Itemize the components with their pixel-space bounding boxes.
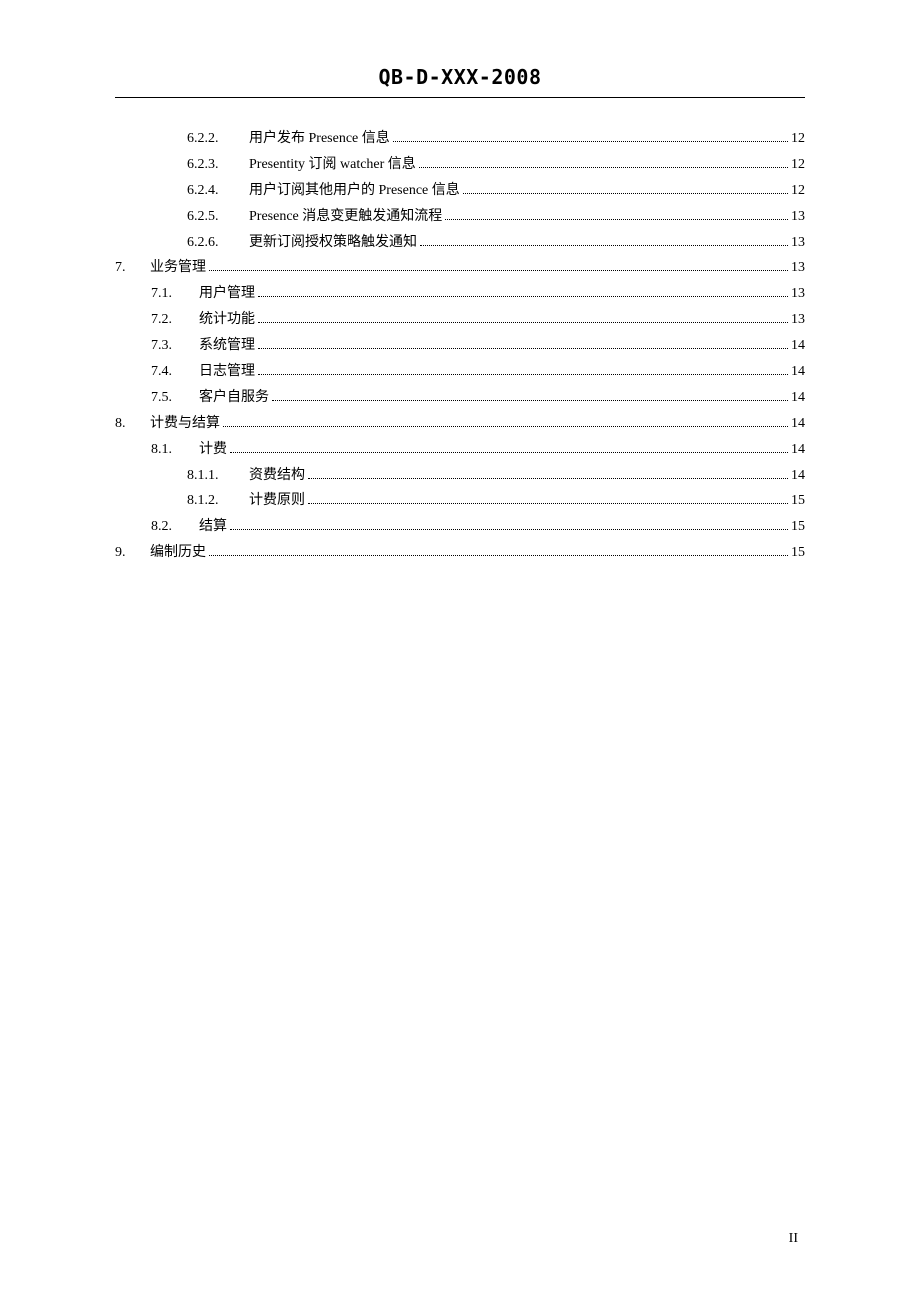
toc-entry-page: 15 — [791, 514, 805, 540]
toc-entry: 8.2.结算 15 — [115, 514, 805, 540]
toc-entry-number: 8.2. — [151, 514, 199, 540]
toc-entry-number: 7. — [115, 255, 150, 281]
toc-entry: 6.2.5.Presence 消息变更触发通知流程 13 — [115, 204, 805, 230]
toc-entry-page: 12 — [791, 178, 805, 204]
toc-entry-number: 6.2.2. — [187, 126, 249, 152]
toc-entry: 6.2.3.Presentity 订阅 watcher 信息 12 — [115, 152, 805, 178]
toc-entry-number: 6.2.5. — [187, 204, 249, 230]
toc-entry: 8.1.2.计费原则 15 — [115, 488, 805, 514]
toc-entry-text: 统计功能 — [199, 307, 255, 333]
toc-entry-number: 9. — [115, 540, 150, 566]
toc-leader-dots — [463, 193, 788, 194]
toc-leader-dots — [230, 452, 788, 453]
toc-entry: 6.2.6.更新订阅授权策略触发通知 13 — [115, 230, 805, 256]
toc-entry-text: 资费结构 — [249, 463, 305, 489]
toc-leader-dots — [272, 400, 788, 401]
toc-entry-text: 计费 — [199, 437, 227, 463]
toc-leader-dots — [258, 296, 788, 297]
toc-entry: 7.3.系统管理 14 — [115, 333, 805, 359]
toc-entry-number: 7.1. — [151, 281, 199, 307]
toc-leader-dots — [230, 529, 788, 530]
toc-entry: 8.1.1.资费结构 14 — [115, 463, 805, 489]
toc-entry-number: 6.2.6. — [187, 230, 249, 256]
toc-entry-page: 15 — [791, 488, 805, 514]
toc-entry-text: 用户订阅其他用户的 Presence 信息 — [249, 178, 460, 204]
toc-entry-page: 13 — [791, 255, 805, 281]
toc-entry-number: 7.4. — [151, 359, 199, 385]
toc-leader-dots — [209, 270, 788, 271]
toc-entry-page: 13 — [791, 307, 805, 333]
toc-entry-page: 14 — [791, 385, 805, 411]
toc-entry-page: 13 — [791, 230, 805, 256]
toc-entry-text: 业务管理 — [150, 255, 206, 281]
page-number: II — [789, 1231, 798, 1247]
toc-entry-text: 计费原则 — [249, 488, 305, 514]
toc-leader-dots — [420, 245, 788, 246]
toc-entry: 7.2.统计功能 13 — [115, 307, 805, 333]
toc-leader-dots — [308, 503, 788, 504]
toc-entry-number: 8.1.2. — [187, 488, 249, 514]
toc-entry-number: 7.5. — [151, 385, 199, 411]
toc-entry-text: 用户管理 — [199, 281, 255, 307]
toc-entry-page: 14 — [791, 437, 805, 463]
toc-entry-page: 13 — [791, 281, 805, 307]
toc-entry-text: Presentity 订阅 watcher 信息 — [249, 152, 416, 178]
toc-entry-text: 系统管理 — [199, 333, 255, 359]
toc-entry-number: 8.1.1. — [187, 463, 249, 489]
toc-leader-dots — [258, 322, 788, 323]
toc-entry-number: 6.2.4. — [187, 178, 249, 204]
toc-entry: 8.计费与结算 14 — [115, 411, 805, 437]
toc-entry-text: 计费与结算 — [150, 411, 220, 437]
toc-entry: 7.1.用户管理 13 — [115, 281, 805, 307]
toc-entry-text: 更新订阅授权策略触发通知 — [249, 230, 417, 256]
toc-leader-dots — [258, 374, 788, 375]
document-header: QB-D-XXX-2008 — [115, 65, 805, 98]
toc-entry-page: 14 — [791, 359, 805, 385]
toc-entry-page: 14 — [791, 463, 805, 489]
toc-entry-page: 14 — [791, 411, 805, 437]
toc-entry: 6.2.4.用户订阅其他用户的 Presence 信息 12 — [115, 178, 805, 204]
toc-entry-page: 15 — [791, 540, 805, 566]
toc-entry: 9.编制历史 15 — [115, 540, 805, 566]
toc-entry-text: Presence 消息变更触发通知流程 — [249, 204, 442, 230]
toc-leader-dots — [393, 141, 788, 142]
toc-leader-dots — [258, 348, 788, 349]
toc-entry: 7.5.客户自服务 14 — [115, 385, 805, 411]
toc-entry: 7.业务管理 13 — [115, 255, 805, 281]
toc-entry-page: 12 — [791, 126, 805, 152]
toc-entry-number: 7.2. — [151, 307, 199, 333]
toc-entry-text: 日志管理 — [199, 359, 255, 385]
toc-entry-number: 8.1. — [151, 437, 199, 463]
toc-leader-dots — [223, 426, 788, 427]
toc-entry-page: 13 — [791, 204, 805, 230]
toc-entry: 8.1.计费 14 — [115, 437, 805, 463]
toc-entry-text: 用户发布 Presence 信息 — [249, 126, 390, 152]
toc-leader-dots — [209, 555, 788, 556]
toc-leader-dots — [419, 167, 788, 168]
toc-entry-text: 结算 — [199, 514, 227, 540]
toc-entry-number: 6.2.3. — [187, 152, 249, 178]
toc-leader-dots — [308, 478, 788, 479]
toc-entry-text: 客户自服务 — [199, 385, 269, 411]
toc-entry-text: 编制历史 — [150, 540, 206, 566]
toc-entry-page: 12 — [791, 152, 805, 178]
document-page: QB-D-XXX-2008 6.2.2.用户发布 Presence 信息 126… — [0, 0, 920, 1302]
toc-entry-page: 14 — [791, 333, 805, 359]
toc-entry: 7.4.日志管理 14 — [115, 359, 805, 385]
toc-entry-number: 7.3. — [151, 333, 199, 359]
toc-leader-dots — [445, 219, 788, 220]
toc-entry-number: 8. — [115, 411, 150, 437]
toc-entry: 6.2.2.用户发布 Presence 信息 12 — [115, 126, 805, 152]
table-of-contents: 6.2.2.用户发布 Presence 信息 126.2.3.Presentit… — [115, 126, 805, 566]
